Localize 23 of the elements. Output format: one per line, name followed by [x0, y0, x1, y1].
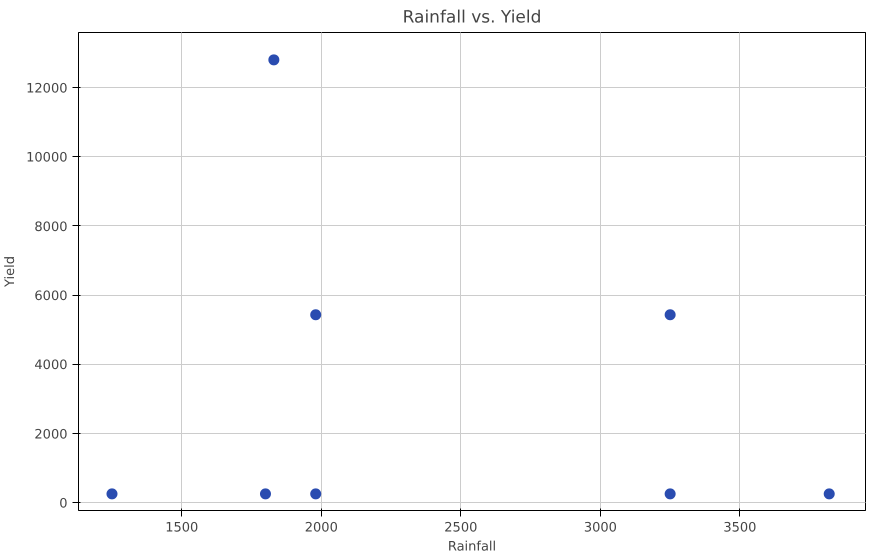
point: [310, 309, 322, 320]
point: [260, 488, 271, 500]
y-tick-label: 2000: [34, 427, 68, 442]
point: [106, 488, 118, 500]
x-tick-label: 3000: [584, 520, 617, 536]
point: [824, 488, 835, 500]
x-tick-label: 1500: [165, 520, 198, 536]
x-tick-label: 3500: [723, 520, 756, 536]
point: [268, 54, 280, 66]
x-tick-label: 2500: [444, 520, 478, 536]
y-axis-title: Yield: [3, 256, 18, 288]
y-tick-label: 10000: [26, 150, 68, 166]
x-tick-label: 2000: [304, 520, 338, 536]
y-tick-label: 0: [59, 496, 68, 512]
point: [310, 488, 322, 500]
y-tick-label: 12000: [26, 81, 68, 96]
chart-title: Rainfall vs. Yield: [402, 8, 542, 28]
y-tick-label: 6000: [34, 289, 68, 304]
point: [664, 309, 676, 320]
y-tick-label: 4000: [34, 358, 68, 374]
y-tick-label: 8000: [34, 220, 68, 235]
point: [664, 488, 676, 500]
x-axis-title: Rainfall: [448, 540, 496, 554]
